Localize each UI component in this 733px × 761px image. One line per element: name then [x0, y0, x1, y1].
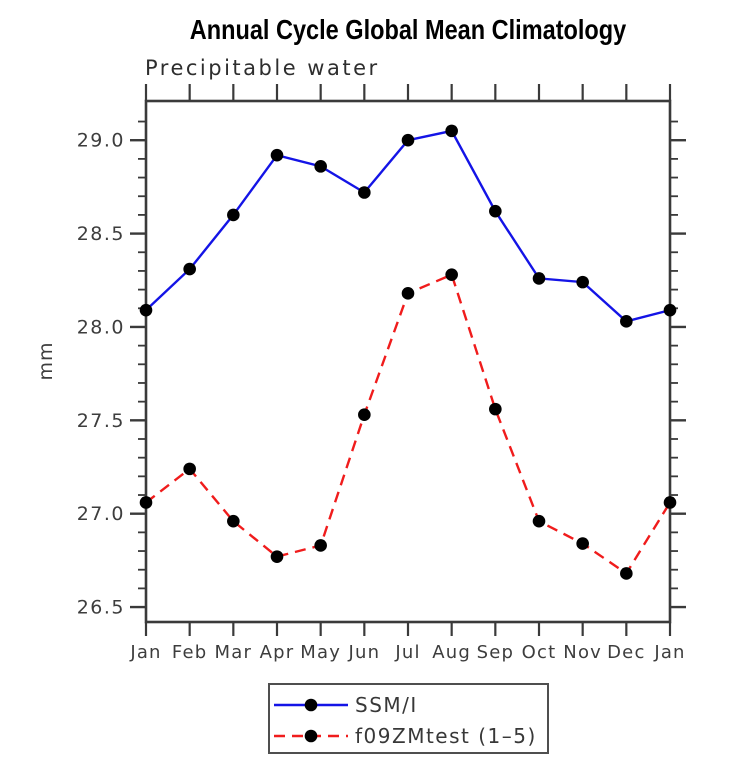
data-point: [576, 275, 589, 289]
y-tick-label: 27.5: [77, 410, 125, 432]
data-point: [532, 514, 546, 528]
y-tick-label: 26.5: [77, 597, 125, 619]
data-point: [183, 262, 196, 276]
x-tick-label: Jul: [394, 642, 420, 663]
data-point: [620, 567, 633, 580]
x-tick-label: Jan: [129, 642, 161, 663]
data-point: [576, 537, 589, 550]
data-point: [445, 268, 458, 281]
chart-subtitle: Precipitable water: [145, 56, 380, 80]
data-point: [314, 160, 327, 173]
data-point: [489, 204, 502, 218]
data-point: [358, 408, 371, 422]
data-point: [445, 124, 458, 138]
x-tick-label: Feb: [172, 642, 207, 663]
legend-sample-ssmi-line-icon: [274, 698, 348, 711]
y-axis-tick-labels: 26.5 27.0 27.5 28.0 28.5 29.0: [77, 130, 125, 619]
y-tick-label: 28.5: [77, 223, 125, 245]
x-axis-ticks: [144, 84, 672, 636]
x-tick-label: Sep: [477, 642, 515, 663]
series-markers-0: [139, 124, 677, 328]
data-point: [139, 496, 153, 509]
data-point: [663, 496, 677, 509]
data-point: [183, 462, 196, 476]
legend-row-f09zmtest: f09ZMtest (1–5): [270, 720, 547, 751]
y-tick-label: 29.0: [77, 130, 125, 152]
y-axis-ticks: [130, 139, 686, 609]
legend-label-f09zmtest: f09ZMtest (1–5): [355, 723, 537, 748]
data-point: [270, 148, 284, 162]
series-line-1: [145, 273, 672, 576]
data-point: [532, 272, 546, 285]
data-point: [227, 208, 240, 222]
data-point: [270, 550, 284, 563]
chart-title: Annual Cycle Global Mean Climatology: [189, 14, 627, 45]
x-axis-tick-labels: Jan Feb Mar Apr May Jun Jul Aug Sep Oct Nov Dec Jan: [129, 642, 685, 663]
legend-sample-f09zmtest-line-icon: [274, 729, 348, 742]
x-tick-label: May: [300, 642, 341, 663]
data-point: [139, 303, 153, 317]
y-axis-title: mm: [35, 341, 57, 380]
x-tick-label: Nov: [563, 642, 602, 663]
series-markers-1: [139, 268, 677, 580]
data-point: [401, 287, 415, 300]
x-tick-label: Jun: [347, 642, 380, 663]
x-tick-label: Dec: [607, 642, 645, 663]
data-point: [227, 514, 240, 528]
data-point: [314, 539, 327, 552]
x-tick-label: Jan: [653, 642, 685, 663]
y-axis-minor-ticks: [138, 120, 678, 590]
y-tick-label: 27.0: [77, 503, 125, 525]
y-tick-label: 28.0: [77, 316, 125, 338]
x-tick-label: Aug: [432, 642, 471, 663]
data-point: [358, 186, 371, 199]
legend-row-ssmi: SSM/I: [270, 689, 547, 720]
data-point: [663, 303, 677, 317]
data-point: [489, 402, 502, 416]
legend-label-ssmi: SSM/I: [355, 692, 418, 717]
x-tick-label: Apr: [260, 642, 295, 663]
data-point: [401, 133, 415, 147]
x-tick-label: Mar: [215, 642, 253, 663]
data-point: [620, 315, 633, 328]
x-tick-label: Oct: [522, 642, 557, 663]
legend-box: SSM/I f09ZMtest (1–5): [268, 683, 549, 754]
plot-frame: [144, 99, 672, 624]
